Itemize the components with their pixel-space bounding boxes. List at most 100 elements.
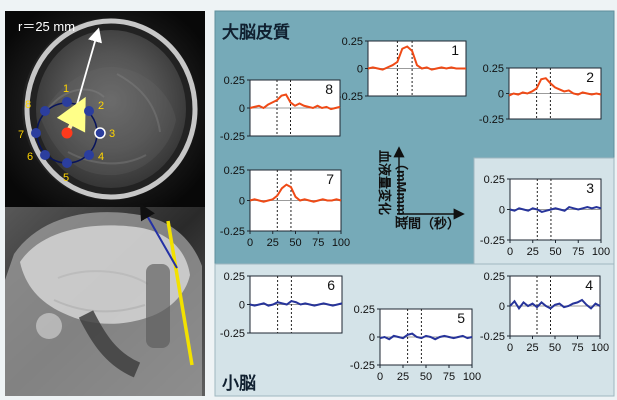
point-5 — [62, 158, 72, 168]
neck-shadow — [78, 310, 141, 378]
x-tick-label-7-3: 75 — [312, 237, 324, 249]
y-tick-label-3-0: 0.25 — [484, 174, 505, 186]
y-tick-label-2-1: 0 — [498, 89, 504, 101]
plot-2: 0.25 0 -0.25 2 — [479, 63, 602, 126]
reference-arrow — [140, 203, 178, 269]
x-tick-label-5-4: 100 — [463, 371, 481, 383]
axis-key-y-label: 血液量変化 — [377, 150, 392, 215]
y-tick-label-4-1: 0 — [499, 301, 505, 313]
point-label-3: 3 — [109, 128, 115, 140]
cortex-title: 大脳皮質 — [222, 22, 290, 42]
x-tick-label-4-1: 25 — [526, 342, 538, 354]
x-tick-label-7-0: 0 — [247, 237, 253, 249]
y-tick-label-4-0: 0.25 — [484, 271, 505, 283]
plot-series-8 — [249, 93, 341, 111]
point-6 — [40, 150, 50, 160]
y-tick-label-3-1: 0 — [499, 205, 505, 217]
sagittal-mri-image — [5, 203, 205, 396]
radius-arrow — [56, 96, 86, 133]
x-tick-label-7-1: 25 — [267, 237, 279, 249]
brain-fold-3 — [67, 151, 147, 165]
brain-texture-1 — [41, 66, 176, 176]
x-tick-label-3-4: 100 — [592, 246, 610, 258]
y-tick-label-2-0: 0.25 — [483, 63, 504, 75]
x-tick-label-3-1: 25 — [527, 246, 539, 258]
eye-shadow — [36, 313, 62, 339]
plot-label-2: 2 — [586, 69, 594, 85]
x-tick-label-3-3: 75 — [572, 246, 584, 258]
sagittal-fold-2 — [53, 299, 146, 313]
axis-key-y-unit: （mMmm） — [394, 157, 409, 229]
y-tick-label-5-0: 0.25 — [354, 304, 375, 316]
brain-tissue — [36, 30, 186, 188]
y-tick-label-8-0: 0.25 — [224, 75, 245, 87]
x-tick-label-4-3: 75 — [571, 342, 583, 354]
y-tick-label-1-2: -0.25 — [338, 91, 363, 103]
point-label-1: 1 — [63, 83, 69, 95]
y-tick-label-5-2: -0.25 — [350, 360, 375, 372]
plot-label-7: 7 — [326, 171, 334, 187]
plot-series-2 — [508, 77, 602, 97]
plot-series-4 — [509, 298, 601, 311]
y-tick-label-7-1: 0 — [239, 196, 245, 208]
plot-series-5 — [379, 332, 473, 341]
plot-series-1 — [367, 45, 466, 71]
plot-label-8: 8 — [325, 81, 333, 97]
x-tick-label-4-0: 0 — [507, 342, 513, 354]
probe-line — [166, 220, 194, 366]
y-tick-label-8-2: -0.25 — [220, 131, 245, 143]
x-tick-label-7-2: 50 — [289, 237, 301, 249]
point-label-7: 7 — [18, 129, 24, 141]
cerebellum-title: 小脳 — [222, 374, 256, 393]
point-4 — [84, 150, 94, 160]
plot-6: 0.25 0 -0.25 6 — [220, 271, 343, 340]
x-tick-label-5-3: 75 — [443, 371, 455, 383]
skull-outline — [24, 18, 198, 200]
x-tick-label-7-4: 100 — [332, 237, 350, 249]
plot-series-3 — [509, 205, 602, 214]
sagittal-fold-1 — [57, 270, 149, 285]
plot-label-5: 5 — [457, 310, 465, 326]
x-tick-label-5-2: 50 — [420, 371, 432, 383]
plot-8: 0.25 0 -0.25 8 — [220, 75, 341, 143]
point-label-8: 8 — [25, 99, 31, 111]
plot-1: 0.25 0 -0.25 1 — [338, 36, 467, 103]
y-tick-label-1-1: 0 — [357, 64, 363, 76]
y-tick-label-6-1: 0 — [239, 300, 245, 312]
plot-label-3: 3 — [586, 180, 594, 196]
y-tick-label-6-2: -0.25 — [220, 328, 245, 340]
plot-label-6: 6 — [327, 277, 335, 293]
y-tick-label-8-1: 0 — [239, 103, 245, 115]
brain-fold-1 — [48, 88, 105, 109]
point-label-5: 5 — [63, 172, 69, 184]
point-label-4: 4 — [98, 151, 104, 163]
plot-series-6 — [249, 299, 343, 307]
point-8 — [40, 106, 50, 116]
brain-fold-2 — [116, 73, 161, 133]
y-tick-label-7-0: 0.25 — [224, 165, 245, 177]
plot-series-7 — [249, 183, 342, 203]
x-tick-label-4-2: 50 — [549, 342, 561, 354]
plot-label-4: 4 — [585, 277, 593, 293]
point-label-2: 2 — [98, 100, 104, 112]
x-tick-label-5-0: 0 — [377, 371, 383, 383]
posterior-structure — [146, 264, 170, 348]
y-tick-label-6-0: 0.25 — [224, 271, 245, 283]
y-tick-label-5-1: 0 — [369, 332, 375, 344]
y-tick-label-7-2: -0.25 — [220, 226, 245, 238]
y-tick-label-3-2: -0.25 — [480, 235, 505, 247]
radius-label: r＝25 mm — [18, 19, 75, 34]
axial-mri-image: r＝25 mm 1 2 3 4 5 6 7 8 — [5, 11, 205, 207]
y-tick-label-1-0: 0.25 — [342, 36, 363, 48]
x-tick-label-3-2: 50 — [549, 246, 561, 258]
plot-label-1: 1 — [451, 42, 459, 58]
axis-key-x-label: 時間（秒） — [395, 216, 460, 231]
x-tick-label-5-1: 25 — [397, 371, 409, 383]
point-1 — [62, 97, 72, 107]
y-tick-label-2-2: -0.25 — [479, 114, 504, 126]
